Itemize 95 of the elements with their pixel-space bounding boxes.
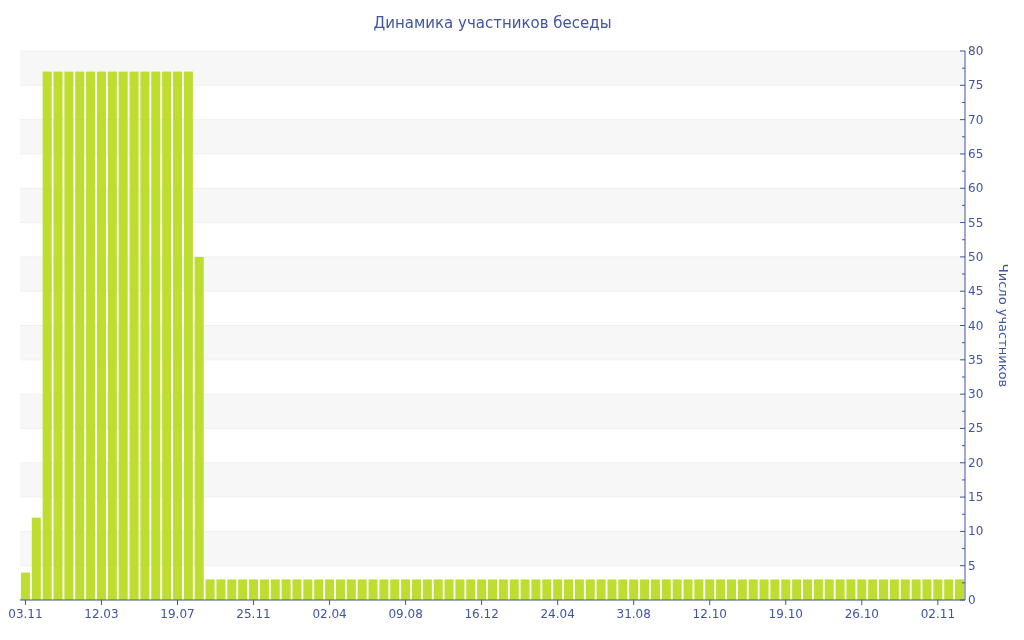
bar xyxy=(151,71,161,600)
bar xyxy=(249,579,259,600)
x-tick-label: 12.03 xyxy=(84,607,119,621)
y-tick-label: 40 xyxy=(968,318,984,333)
bar xyxy=(401,579,411,600)
bar xyxy=(31,517,41,600)
bar xyxy=(781,579,791,600)
bar xyxy=(672,579,682,600)
bar xyxy=(802,579,813,600)
bar xyxy=(640,579,650,600)
bar xyxy=(542,579,552,600)
x-tick-label: 19.07 xyxy=(160,607,195,621)
y-tick-label: 0 xyxy=(968,593,976,607)
bar xyxy=(900,579,910,600)
bar xyxy=(944,579,954,600)
x-tick-label: 09.08 xyxy=(388,607,423,621)
y-tick-label: 35 xyxy=(968,352,984,367)
bar xyxy=(716,579,726,600)
bar xyxy=(889,579,899,600)
bar xyxy=(933,579,943,600)
bar xyxy=(813,579,823,600)
bar xyxy=(335,579,345,600)
bar xyxy=(433,579,443,600)
y-tick-label: 60 xyxy=(968,181,984,196)
bar xyxy=(227,579,237,600)
bar xyxy=(422,579,432,600)
x-tick-label: 24.04 xyxy=(540,607,575,621)
y-axis-title: Число участников xyxy=(996,263,1011,388)
bar xyxy=(346,579,356,600)
bar xyxy=(824,579,834,600)
y-tick-label: 20 xyxy=(968,455,984,470)
bar xyxy=(792,579,802,600)
bar xyxy=(42,71,52,600)
bar xyxy=(75,71,85,600)
x-tick-label: 31.08 xyxy=(616,607,651,621)
bar xyxy=(194,256,204,600)
bar xyxy=(172,71,183,600)
bar xyxy=(357,579,367,600)
bar xyxy=(411,579,421,600)
x-tick-label: 02.11 xyxy=(920,607,956,621)
chart-title: Динамика участников беседы xyxy=(373,14,612,32)
bar xyxy=(509,579,519,600)
bar xyxy=(86,71,96,600)
bar xyxy=(748,579,758,600)
y-tick-label: 45 xyxy=(968,284,984,299)
bar xyxy=(118,71,128,600)
bar xyxy=(314,579,324,600)
bar xyxy=(629,579,639,600)
bar xyxy=(477,579,487,600)
y-tick-label: 55 xyxy=(968,215,984,230)
y-tick-label: 25 xyxy=(968,421,984,436)
y-tick-label: 30 xyxy=(968,387,984,402)
bar xyxy=(857,579,867,600)
bar xyxy=(303,579,313,600)
bar xyxy=(390,579,400,600)
bar xyxy=(650,579,660,600)
bar xyxy=(498,579,508,600)
x-tick-label: 02.04 xyxy=(312,607,347,621)
x-tick-label: 16.12 xyxy=(464,607,499,621)
bar xyxy=(96,71,106,600)
y-tick-label: 75 xyxy=(968,78,984,93)
x-tick-label: 26.10 xyxy=(844,607,879,621)
bar xyxy=(585,579,595,600)
bar xyxy=(270,579,280,600)
bar xyxy=(661,579,671,600)
bar xyxy=(238,579,248,600)
bar xyxy=(618,579,628,600)
bar xyxy=(574,579,584,600)
bar xyxy=(868,579,878,600)
y-tick-label: 65 xyxy=(968,146,984,161)
bar xyxy=(726,579,736,600)
y-tick-label: 5 xyxy=(968,558,976,573)
bar xyxy=(162,71,172,600)
bar xyxy=(466,579,476,600)
x-tick-label: 19.10 xyxy=(768,607,803,621)
y-tick-label: 50 xyxy=(968,249,984,264)
x-tick-label: 03.11 xyxy=(8,607,43,621)
y-tick-label: 80 xyxy=(968,44,984,58)
y-tick-label: 70 xyxy=(968,112,984,127)
x-tick-label: 25.11 xyxy=(236,607,271,621)
bar xyxy=(183,71,193,600)
bar xyxy=(705,579,715,600)
bar xyxy=(20,572,30,600)
bar xyxy=(487,579,498,600)
bar xyxy=(564,579,574,600)
bar xyxy=(553,579,563,600)
bar xyxy=(737,579,747,600)
y-tick-label: 10 xyxy=(968,524,984,539)
bar xyxy=(259,579,269,600)
y-tick-label: 15 xyxy=(968,490,984,505)
bar xyxy=(879,579,889,600)
bar xyxy=(955,579,965,600)
bar xyxy=(325,579,335,600)
x-tick-label: 12.10 xyxy=(692,607,727,621)
bar xyxy=(107,71,117,600)
